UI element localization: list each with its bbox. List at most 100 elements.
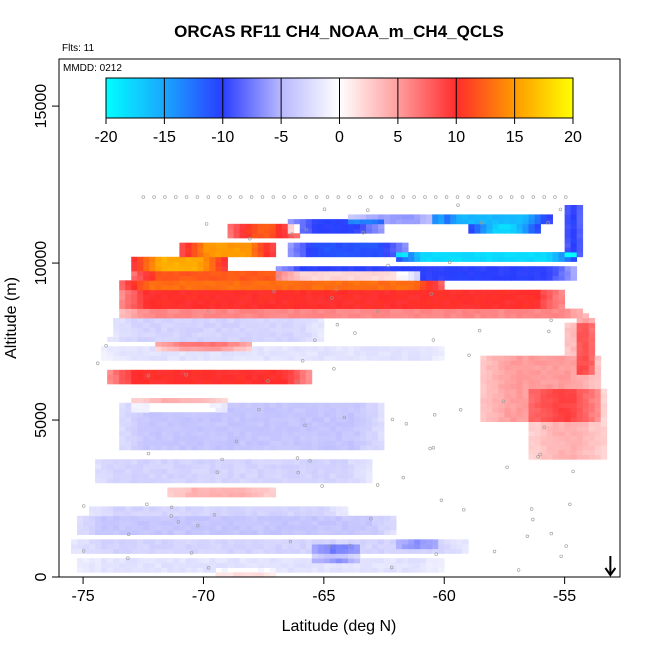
heatmap-cell [173,332,180,338]
heatmap-cell [83,539,90,545]
heatmap-cell [239,440,246,446]
heatmap-cell [462,313,469,319]
heatmap-cell [323,562,331,568]
heatmap-cell [251,247,259,253]
heatmap-cell [492,299,499,305]
heatmap-cell [293,374,301,380]
heatmap-cell [594,454,602,460]
heatmap-cell [504,369,511,375]
heatmap-cell [83,525,90,531]
heatmap-cell [257,515,265,521]
heatmap-cell [185,440,192,446]
heatmap-cell [161,289,168,295]
x-tick-label: -75 [72,588,95,605]
heatmap-cell [173,426,180,432]
sample-dot [456,203,460,207]
heatmap-cell [353,270,361,277]
heatmap-cell [269,506,277,512]
heatmap-cell [576,445,584,451]
heatmap-cell [594,449,602,455]
heatmap-cell [173,275,180,281]
heatmap-cell [570,421,578,427]
heatmap-cell [317,520,325,526]
heatmap-cell [528,402,535,408]
heatmap-cell [179,303,186,309]
sample-dot [327,544,331,549]
heatmap-cell [323,285,331,291]
heatmap-cell [353,289,361,295]
heatmap-cell [353,558,361,564]
heatmap-cell [131,308,138,314]
heatmap-cell [311,511,319,517]
heatmap-cell [534,294,541,300]
heatmap-cell [161,350,168,357]
heatmap-cell [245,350,253,357]
heatmap-cell [293,435,301,441]
heatmap-cell [317,440,325,446]
heatmap-cell [119,285,126,291]
heatmap-cell [185,355,192,361]
heatmap-cell [359,445,367,451]
heatmap-cell [257,478,265,484]
heatmap-cell [173,445,180,451]
heatmap-cell [191,270,198,277]
heatmap-cell [522,360,529,366]
heatmap-cell [245,374,253,380]
heatmap-cell [257,558,265,564]
heatmap-cell [179,548,186,554]
sample-dot [195,195,200,199]
heatmap-cell [323,506,331,512]
heatmap-cell [372,402,379,408]
heatmap-cell [540,374,547,380]
heatmap-cell [137,520,144,526]
heatmap-cell [221,261,228,267]
heatmap-cell [233,473,240,479]
heatmap-cell [468,299,475,305]
heatmap-cell [161,529,168,536]
heatmap-cell [281,468,289,474]
heatmap-cell [263,506,271,512]
heatmap-cell [522,379,529,385]
heatmap-cell [450,299,457,305]
heatmap-cell [239,346,246,352]
heatmap-cell [227,242,234,248]
heatmap-cell [137,346,144,352]
sample-dot [434,195,438,199]
heatmap-cell [329,548,337,554]
sample-dot [531,195,535,199]
heatmap-cell [359,525,367,531]
heatmap-cell [365,223,373,229]
heatmap-cell [203,374,210,380]
heatmap-cell [191,355,198,361]
heatmap-cell [239,402,246,408]
heatmap-cell [233,275,240,281]
heatmap-cell [71,544,78,550]
heatmap-cell [510,275,517,281]
heatmap-cell [239,515,246,521]
heatmap-cell [239,341,246,347]
heatmap-cell [167,440,174,446]
heatmap-cell [317,247,325,253]
heatmap-cell [143,299,150,305]
heatmap-cell [588,322,596,328]
heatmap-cell [215,261,222,267]
heatmap-cell [287,266,295,272]
heatmap-cell [227,473,234,479]
heatmap-cell [408,346,415,352]
heatmap-cell [149,332,156,338]
x-tick-label: -60 [433,588,456,605]
heatmap-cell [317,332,325,338]
heatmap-cell [197,275,204,281]
heatmap-cell [299,520,307,526]
heatmap-cell [474,219,481,225]
heatmap-cell [245,548,253,554]
heatmap-cell [540,398,547,404]
heatmap-cell [329,247,337,253]
sample-dot [564,195,568,199]
heatmap-cell [293,548,301,554]
heatmap-cell [564,327,572,333]
heatmap-cell [347,270,355,277]
heatmap-cell [359,468,367,474]
heatmap-cell [528,313,535,319]
heatmap-cell [582,341,590,347]
